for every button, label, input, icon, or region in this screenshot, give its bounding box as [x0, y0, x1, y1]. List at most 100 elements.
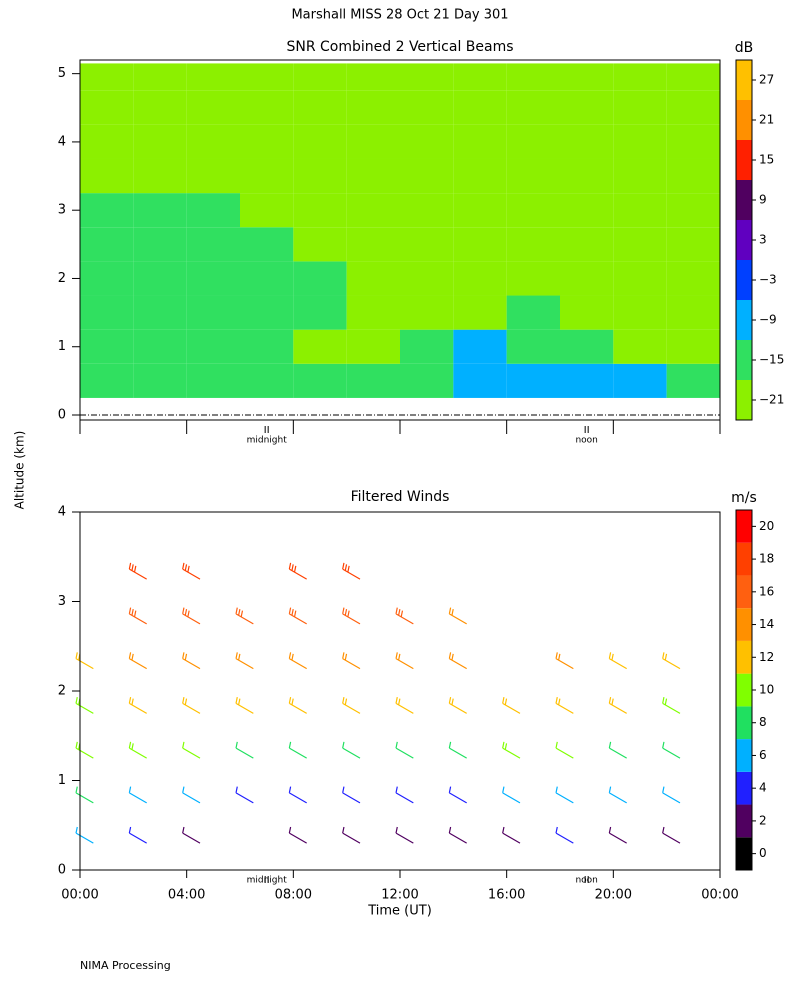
- snr-cell: [506, 193, 560, 228]
- colorbar-swatch: [736, 220, 752, 260]
- snr-cell: [346, 193, 400, 228]
- local-marker: [264, 426, 269, 433]
- local-marker: [264, 876, 269, 883]
- y-tick-label: 1: [58, 773, 66, 788]
- colorbar-tick-label: 18: [759, 552, 774, 566]
- snr-cell: [346, 227, 400, 262]
- snr-cell: [666, 261, 720, 296]
- y-tick-label: 1: [58, 339, 66, 354]
- snr-cell: [293, 90, 347, 125]
- snr-cell: [506, 329, 560, 364]
- wind-barb: [662, 786, 681, 804]
- colorbar-swatch: [736, 640, 752, 674]
- wind-barb: [608, 741, 627, 759]
- colorbar-tick-label: −3: [759, 273, 777, 287]
- colorbar-swatch: [736, 542, 752, 576]
- wind-barb: [395, 697, 414, 714]
- snr-cell: [240, 193, 294, 228]
- colorbar-swatch: [736, 771, 752, 805]
- colorbar-swatch: [736, 706, 752, 740]
- snr-cell: [560, 295, 614, 330]
- colorbar-swatch: [736, 60, 752, 100]
- snr-cell: [80, 261, 134, 296]
- wind-barb: [608, 652, 627, 670]
- wind-barb: [448, 741, 467, 759]
- snr-cell: [613, 227, 667, 262]
- page-title: Marshall MISS 28 Oct 21 Day 301: [291, 8, 508, 23]
- wind-barb: [288, 607, 307, 625]
- wind-barb: [288, 826, 307, 844]
- snr-cell: [346, 363, 400, 398]
- snr-cell: [186, 261, 240, 296]
- colorbar-swatch: [736, 140, 752, 180]
- x-tick-label: 16:00: [488, 888, 525, 903]
- snr-cell: [506, 261, 560, 296]
- colorbar-swatch: [736, 300, 752, 340]
- snr-cell: [453, 90, 507, 125]
- wind-barb: [75, 652, 94, 670]
- snr-cell: [186, 90, 240, 125]
- wind-barb: [128, 562, 147, 580]
- wind-barb: [608, 826, 627, 844]
- snr-cell: [453, 227, 507, 262]
- wind-barb: [342, 607, 361, 625]
- wind-barb: [342, 562, 361, 580]
- snr-cell: [400, 329, 454, 364]
- wind-barb: [75, 786, 94, 804]
- wind-barb: [555, 741, 574, 759]
- snr-cell: [613, 329, 667, 364]
- snr-cell: [80, 124, 134, 159]
- y-axis-label: Altitude (km): [13, 431, 27, 510]
- y-tick-label: 3: [58, 594, 66, 609]
- wind-barb: [182, 607, 201, 625]
- snr-cell: [133, 227, 187, 262]
- snr-cell: [453, 158, 507, 194]
- wind-barb: [555, 826, 574, 844]
- x-tick-label: 00:00: [701, 888, 738, 903]
- colorbar-tick-label: 9: [759, 193, 767, 207]
- x-tick-label: 20:00: [595, 888, 632, 903]
- colorbar-swatch: [736, 380, 752, 420]
- snr-cell: [240, 329, 294, 364]
- colorbar-label: dB: [735, 40, 754, 56]
- snr-cell: [293, 63, 347, 91]
- wind-barb: [555, 697, 574, 714]
- wind-barb: [182, 826, 201, 844]
- snr-cell: [560, 193, 614, 228]
- wind-barb: [288, 741, 307, 759]
- snr-cell: [80, 363, 134, 398]
- x-tick-label: 08:00: [275, 888, 312, 903]
- snr-cell: [400, 193, 454, 228]
- colorbar-swatch: [736, 260, 752, 300]
- snr-cell: [666, 90, 720, 125]
- wind-barb: [182, 741, 201, 759]
- snr-cell: [293, 158, 347, 194]
- snr-cell: [613, 193, 667, 228]
- colorbar-tick-label: 21: [759, 113, 774, 127]
- snr-cell: [186, 63, 240, 91]
- wind-barb: [502, 786, 521, 804]
- snr-cell: [346, 63, 400, 91]
- wind-barb: [75, 741, 94, 759]
- colorbar-swatch: [736, 180, 752, 220]
- wind-barb: [502, 826, 521, 844]
- y-tick-label: 0: [58, 863, 66, 878]
- colorbar-label: m/s: [731, 490, 757, 506]
- snr-cell: [186, 329, 240, 364]
- snr-cell: [293, 329, 347, 364]
- x-tick-label: 04:00: [168, 888, 205, 903]
- snr-cell: [133, 193, 187, 228]
- wind-barb: [235, 741, 254, 759]
- wind-barb: [555, 786, 574, 804]
- colorbar-tick-label: 6: [759, 748, 767, 762]
- snr-cell: [293, 261, 347, 296]
- wind-barb: [502, 741, 521, 759]
- wind-barb: [395, 607, 414, 625]
- snr-cell: [133, 90, 187, 125]
- snr-cell: [400, 227, 454, 262]
- y-tick-label: 2: [58, 271, 66, 286]
- wind-barb: [182, 786, 201, 804]
- snr-cell: [613, 363, 667, 398]
- snr-cell: [560, 158, 614, 194]
- snr-cell: [240, 227, 294, 262]
